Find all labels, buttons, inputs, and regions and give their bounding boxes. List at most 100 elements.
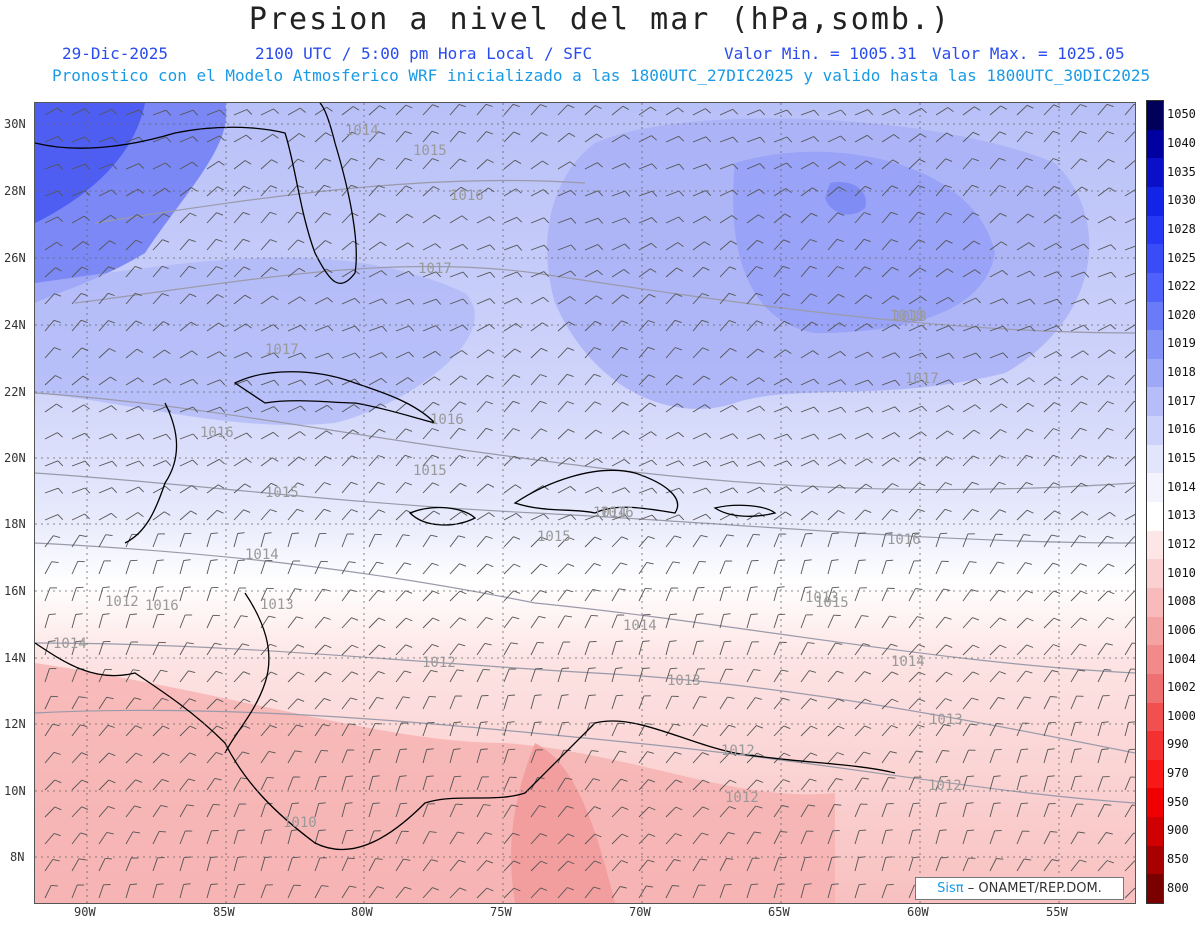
wind-barb-flag (461, 511, 468, 516)
colorbar-cell (1147, 215, 1163, 245)
wind-barb (800, 212, 812, 224)
wind-barb (746, 725, 757, 737)
wind-barb (44, 347, 55, 359)
wind-barb (449, 563, 460, 575)
wind-barb (665, 403, 678, 413)
wind-barb (1070, 722, 1076, 737)
wind-barb-flag (109, 348, 116, 353)
wind-barb (71, 460, 86, 467)
wind-barb (746, 163, 761, 170)
wind-barb-flag (1128, 721, 1135, 723)
wind-barb (125, 188, 139, 197)
wind-barb-flag (838, 510, 845, 514)
wind-barb (260, 857, 266, 872)
wind-barb-flag (678, 514, 685, 521)
wind-barb (746, 669, 754, 683)
wind-barb-flag (675, 293, 683, 297)
wind-barb-flag (645, 587, 653, 590)
wind-barb-flag (55, 375, 62, 380)
wind-barb-flag (813, 433, 820, 440)
wind-barb (584, 133, 597, 143)
wind-barb (665, 751, 676, 764)
wind-barb-flag (732, 460, 739, 467)
wind-barb-flag (567, 860, 575, 865)
wind-barb-flag (839, 161, 846, 167)
wind-barb-flag (759, 405, 766, 412)
wind-barb (962, 158, 973, 170)
wind-barb-flag (298, 133, 306, 138)
wind-barb (71, 266, 83, 278)
wind-barb-flag (190, 510, 198, 515)
wind-barb (854, 432, 868, 440)
wind-barb-flag (647, 535, 655, 540)
wind-barb-flag (156, 586, 164, 588)
wind-barb (44, 320, 55, 332)
wind-barb-flag (271, 267, 278, 272)
wind-barb (341, 885, 350, 899)
wind-barb (44, 163, 59, 170)
wind-barb (638, 668, 644, 683)
wind-barb-flag (458, 130, 466, 135)
wind-barb (692, 832, 703, 845)
credit-box: Sisπ – ONAMET/REP.DOM. (915, 877, 1124, 900)
wind-barb (1124, 616, 1135, 629)
wind-barb-flag (859, 829, 867, 832)
wind-barb (935, 379, 950, 386)
wind-barb-flag (726, 534, 734, 537)
wind-barb-flag (732, 163, 739, 170)
wind-barb (422, 859, 432, 872)
wind-barb-flag (162, 752, 170, 757)
wind-barb-flag (48, 613, 56, 616)
colorbar-level-label: 1000 (1167, 708, 1196, 723)
wind-barb (44, 833, 55, 845)
wind-barb-flag (487, 483, 495, 488)
wind-barb-flag (726, 858, 734, 860)
wind-barb (98, 641, 104, 656)
wind-barb (827, 351, 841, 359)
wind-barb (287, 185, 298, 197)
wind-barb (557, 347, 568, 359)
wind-barb-flag (291, 802, 300, 805)
wind-barb-flag (861, 615, 869, 617)
wind-barb (503, 131, 515, 143)
wind-barb (692, 535, 702, 548)
wind-barb-flag (673, 859, 681, 862)
wind-barb (449, 375, 461, 386)
wind-barb-flag (216, 212, 224, 216)
wind-barb (827, 698, 839, 710)
wind-barb (530, 244, 545, 251)
wind-barb-flag (379, 213, 386, 218)
wind-barb (908, 776, 915, 791)
wind-barb-flag (1105, 643, 1113, 646)
wind-barb (206, 857, 212, 872)
wind-barb (854, 777, 863, 791)
wind-barb (98, 214, 111, 224)
wind-barb (179, 614, 186, 629)
wind-barb-flag (624, 487, 631, 494)
wind-barb-flag (1056, 351, 1062, 357)
wind-barb-flag (189, 752, 197, 756)
wind-barb (179, 433, 194, 440)
wind-barb-flag (507, 721, 515, 723)
wind-barb-flag (134, 292, 142, 297)
wind-barb (881, 725, 892, 737)
wind-barb (152, 293, 163, 305)
wind-barb-flag (513, 131, 521, 136)
wind-barb (611, 750, 620, 764)
wind-barb-flag (1053, 482, 1061, 486)
wind-barb (746, 348, 758, 359)
wind-barb (800, 485, 814, 494)
wind-barb (584, 458, 598, 467)
wind-barb-flag (1083, 271, 1090, 278)
wind-barb (476, 563, 488, 575)
wind-barb-flag (912, 829, 920, 831)
colorbar-level-label: 970 (1167, 766, 1189, 781)
wind-barb-flag (943, 588, 951, 591)
wind-barb-flag (885, 856, 893, 858)
wind-barb-flag (1053, 644, 1060, 648)
wind-barb (395, 831, 403, 845)
wind-barb (179, 406, 194, 413)
wind-barb (611, 430, 624, 440)
wind-barb (179, 378, 193, 386)
wind-barb-flag (972, 508, 979, 513)
